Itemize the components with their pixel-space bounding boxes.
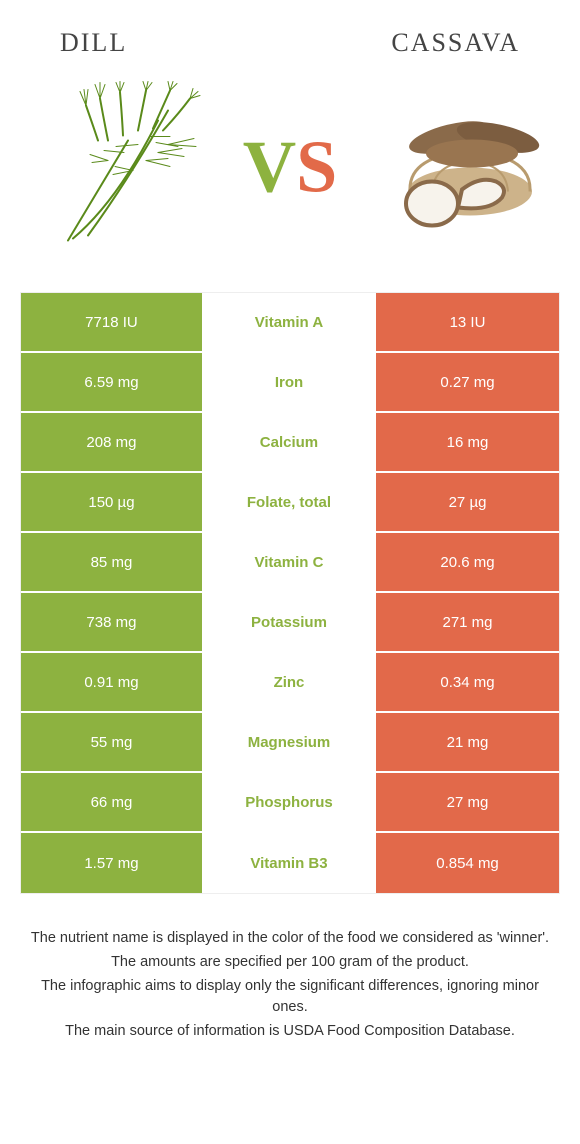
vs-v: V [243, 127, 296, 209]
nutrient-table: 7718 IUVitamin A13 IU6.59 mgIron0.27 mg2… [20, 292, 560, 894]
table-row: 208 mgCalcium16 mg [21, 413, 559, 473]
cassava-image [380, 96, 550, 241]
nutrient-name: Vitamin A [204, 293, 376, 353]
nutrient-name: Potassium [204, 593, 376, 653]
nutrient-name: Calcium [204, 413, 376, 473]
nutrient-name: Phosphorus [204, 773, 376, 833]
left-value: 66 mg [21, 773, 204, 833]
right-value: 27 mg [376, 773, 559, 833]
table-row: 7718 IUVitamin A13 IU [21, 293, 559, 353]
nutrient-name: Magnesium [204, 713, 376, 773]
right-value: 0.34 mg [376, 653, 559, 713]
footnote-line: The nutrient name is displayed in the co… [28, 928, 552, 950]
nutrient-name: Vitamin C [204, 533, 376, 593]
header: DILL CASSAVA [0, 0, 580, 58]
right-value: 27 µg [376, 473, 559, 533]
table-row: 55 mgMagnesium21 mg [21, 713, 559, 773]
footnote-line: The amounts are specified per 100 gram o… [28, 952, 552, 974]
right-value: 20.6 mg [376, 533, 559, 593]
vs-s: S [296, 127, 337, 209]
nutrient-name: Vitamin B3 [204, 833, 376, 893]
table-row: 66 mgPhosphorus27 mg [21, 773, 559, 833]
left-value: 6.59 mg [21, 353, 204, 413]
left-value: 208 mg [21, 413, 204, 473]
footnotes: The nutrient name is displayed in the co… [28, 928, 552, 1043]
right-value: 0.27 mg [376, 353, 559, 413]
nutrient-name: Folate, total [204, 473, 376, 533]
dill-image [38, 81, 218, 256]
hero: VS [0, 68, 580, 268]
right-value: 271 mg [376, 593, 559, 653]
nutrient-name: Zinc [204, 653, 376, 713]
table-row: 150 µgFolate, total27 µg [21, 473, 559, 533]
right-value: 16 mg [376, 413, 559, 473]
table-row: 738 mgPotassium271 mg [21, 593, 559, 653]
left-value: 85 mg [21, 533, 204, 593]
right-food-title: CASSAVA [391, 28, 520, 58]
right-value: 21 mg [376, 713, 559, 773]
left-value: 7718 IU [21, 293, 204, 353]
footnote-line: The main source of information is USDA F… [28, 1021, 552, 1043]
left-value: 738 mg [21, 593, 204, 653]
table-row: 6.59 mgIron0.27 mg [21, 353, 559, 413]
left-value: 1.57 mg [21, 833, 204, 893]
footnote-line: The infographic aims to display only the… [28, 976, 552, 1020]
table-row: 0.91 mgZinc0.34 mg [21, 653, 559, 713]
left-food-title: DILL [60, 28, 127, 58]
left-value: 0.91 mg [21, 653, 204, 713]
left-value: 55 mg [21, 713, 204, 773]
right-value: 0.854 mg [376, 833, 559, 893]
nutrient-name: Iron [204, 353, 376, 413]
right-value: 13 IU [376, 293, 559, 353]
left-value: 150 µg [21, 473, 204, 533]
table-row: 85 mgVitamin C20.6 mg [21, 533, 559, 593]
vs-label: VS [243, 126, 338, 211]
table-row: 1.57 mgVitamin B30.854 mg [21, 833, 559, 893]
